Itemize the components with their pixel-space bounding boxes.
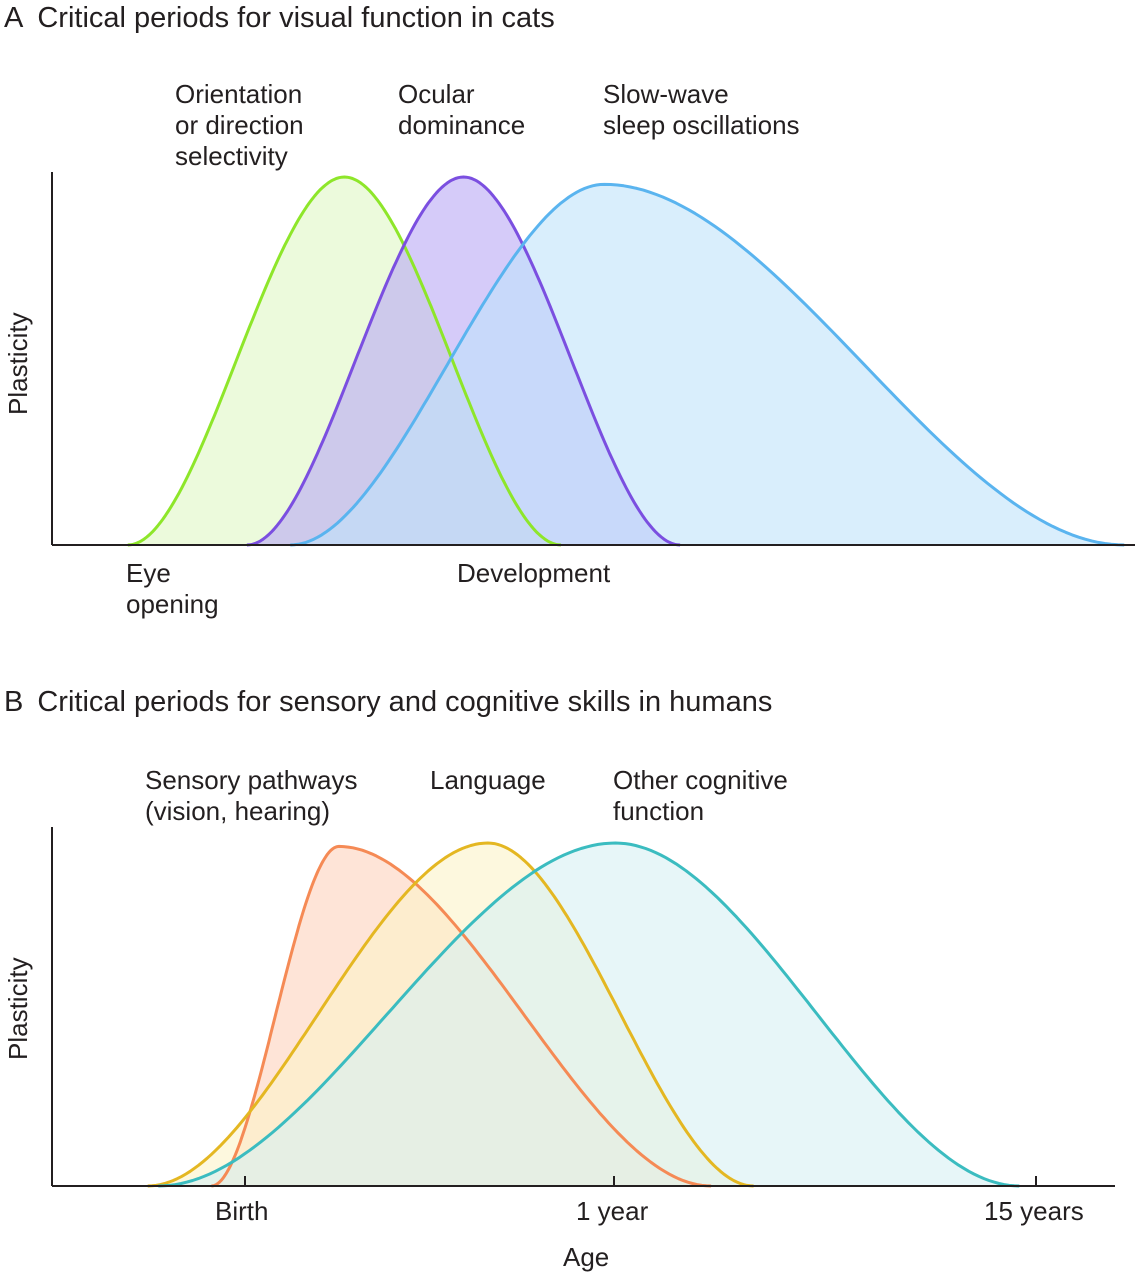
series-label-language: Language xyxy=(430,765,546,795)
panel-b-series-0-line xyxy=(211,844,712,1188)
x-tick-label-birth: Birth xyxy=(215,1196,269,1226)
panel-a-series-2-area xyxy=(290,184,1125,545)
panel-b-x-axis-label: Age xyxy=(563,1242,610,1272)
panel-a-series-2-line xyxy=(290,182,1125,547)
series-label-other-cognitive: Other cognitive function xyxy=(613,765,788,826)
panel-b-title: B Critical periods for sensory and cognit… xyxy=(4,686,772,719)
panel-a-title: A Critical periods for visual function in… xyxy=(4,2,555,35)
panel-b-series-2-area xyxy=(158,843,1020,1186)
panel-b-series-2-line xyxy=(158,841,1020,1188)
panel-a-title-text: Critical periods for visual function in … xyxy=(37,2,555,34)
panel-a-letter: A xyxy=(4,2,24,34)
series-label-ocular-dominance: Ocular dominance xyxy=(398,79,526,140)
panel-a-series-1-line xyxy=(246,175,681,547)
panel-b-plot-area xyxy=(147,841,1020,1188)
panel-b-letter: B xyxy=(4,686,24,718)
panel-b-series-1-line xyxy=(147,841,754,1188)
panel-a-series-0-line xyxy=(127,175,562,547)
x-annotation-eye-opening: Eye opening xyxy=(126,558,219,619)
series-label-slow-wave: Slow-wave sleep oscillations xyxy=(603,79,800,140)
series-label-orientation: Orientation or direction selectivity xyxy=(175,79,304,171)
panel-a-x-axis-label: Development xyxy=(457,558,611,588)
panel-b-title-text: Critical periods for sensory and cogniti… xyxy=(37,686,773,718)
series-label-sensory-pathways: Sensory pathways (vision, hearing) xyxy=(145,765,358,826)
x-tick-label-15-years: 15 years xyxy=(984,1196,1084,1226)
panel-a-plot-area xyxy=(127,175,1125,547)
x-tick-label-1-year: 1 year xyxy=(576,1196,649,1226)
